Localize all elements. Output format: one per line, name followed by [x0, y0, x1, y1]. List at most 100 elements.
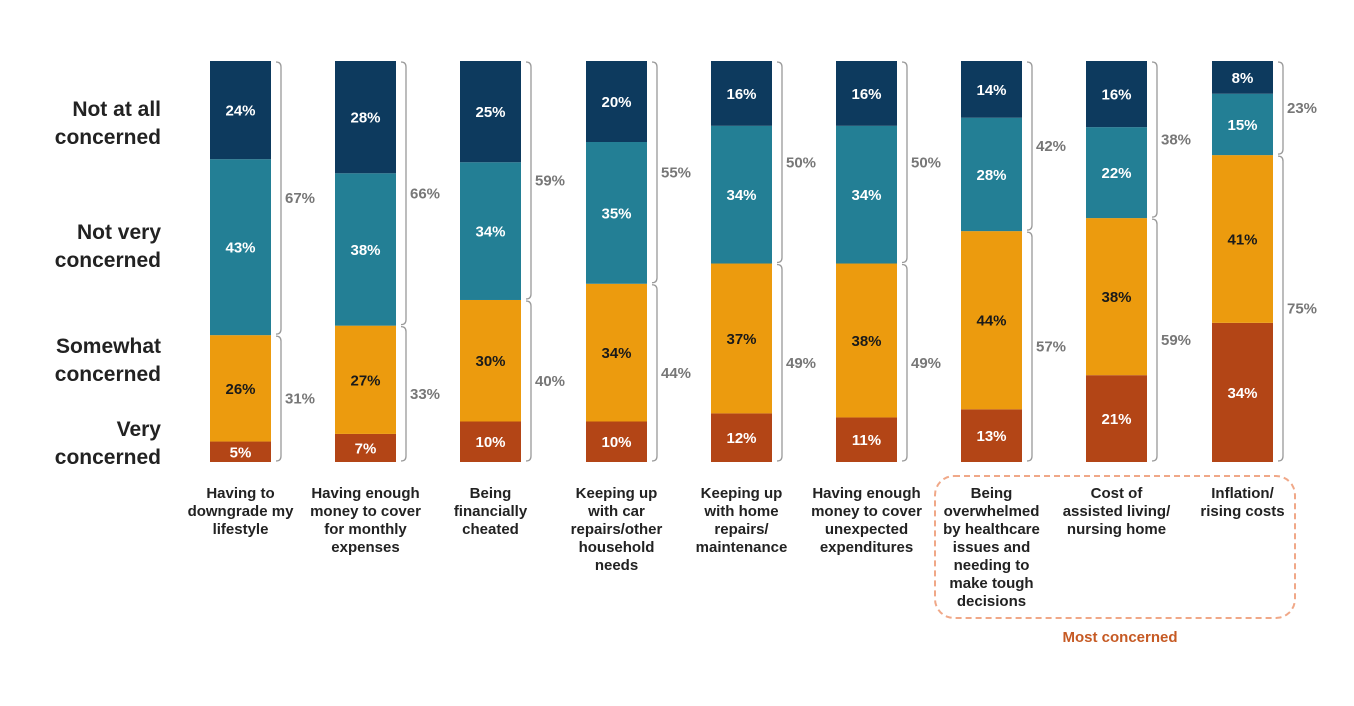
- bar-segment-somewhat-concerned: [1086, 218, 1147, 376]
- bar-segment-not-at-all-concerned: [961, 61, 1022, 118]
- category-label-line: Being: [970, 485, 1013, 502]
- category-label-line: nursing home: [1066, 521, 1167, 538]
- legend-line: concerned: [54, 249, 161, 272]
- bar-value-label: 37%: [726, 331, 756, 348]
- legend-very-concerned: Very concerned: [55, 416, 161, 472]
- legend-line: concerned: [54, 126, 161, 149]
- category-label-line: financially: [453, 503, 528, 520]
- category-label: Being financially cheated: [429, 485, 553, 539]
- legend-line: concerned: [54, 363, 161, 386]
- bar-value-label: 26%: [225, 381, 255, 398]
- bar-segment-very-concerned: [460, 421, 521, 462]
- bar-segment-very-concerned: [586, 421, 647, 462]
- category-label-line: Keeping up: [575, 485, 658, 502]
- bar-segment-somewhat-concerned: [836, 263, 897, 418]
- bar-value-label: 14%: [976, 82, 1006, 99]
- bar-segment-not-very-concerned: [1212, 93, 1273, 156]
- bar-segment-not-at-all-concerned: [460, 61, 521, 163]
- bar-segment-not-at-all-concerned: [210, 61, 271, 160]
- bar-segment-not-very-concerned: [586, 142, 647, 284]
- total-not-concerned-label: 55%: [661, 164, 691, 181]
- bar-segment-very-concerned: [210, 441, 271, 462]
- bar-segment-somewhat-concerned: [1212, 155, 1273, 323]
- category-label-line: Having enough: [812, 485, 921, 502]
- bracket-concerned: [1151, 218, 1158, 462]
- bracket-concerned: [400, 326, 407, 462]
- bar-segment-not-very-concerned: [1086, 127, 1147, 219]
- bracket-not-concerned: [1026, 61, 1033, 231]
- bar-value-label: 8%: [1232, 70, 1254, 87]
- most-concerned-highlight-box: [934, 475, 1296, 619]
- category-label: Having to downgrade my lifestyle: [179, 485, 303, 539]
- total-not-concerned-label: 38%: [1161, 132, 1191, 149]
- category-label: Inflation/rising costs: [1181, 485, 1305, 521]
- legend-line: Not at all: [72, 98, 161, 121]
- bar-value-label: 35%: [601, 205, 631, 222]
- bar-value-label: 34%: [851, 187, 881, 204]
- total-not-concerned-label: 66%: [410, 185, 440, 202]
- bar-value-label: 10%: [601, 434, 631, 451]
- bar-value-label: 15%: [1227, 117, 1257, 134]
- legend-somewhat-concerned: Somewhat concerned: [55, 333, 161, 389]
- bracket-not-concerned: [1151, 61, 1158, 218]
- bracket-concerned: [525, 300, 532, 462]
- bar-value-label: 27%: [350, 372, 380, 389]
- bar-value-label: 34%: [1227, 385, 1257, 402]
- bracket-not-concerned: [275, 61, 282, 335]
- category-label: Cost of assisted living/nursing home: [1055, 485, 1179, 539]
- total-concerned-label: 59%: [1161, 332, 1191, 349]
- bar-segment-not-at-all-concerned: [1212, 61, 1273, 94]
- bar-segment-not-at-all-concerned: [836, 61, 897, 126]
- bar-value-label: 41%: [1227, 231, 1257, 248]
- category-label-line: household: [578, 539, 655, 556]
- bar-segment-not-at-all-concerned: [586, 61, 647, 143]
- category-label-line: rising costs: [1200, 503, 1285, 520]
- category-label: Having enough money to cover unexpected exp…: [805, 485, 929, 557]
- category-label-line: cheated: [462, 521, 519, 538]
- category-label: Having enough money to cover for monthly ex…: [304, 485, 428, 557]
- total-not-concerned-label: 50%: [911, 154, 941, 171]
- total-not-concerned-label: 23%: [1287, 100, 1317, 117]
- category-label-line: money to cover: [310, 503, 421, 520]
- category-label-line: for monthly: [324, 521, 407, 538]
- bar-segment-somewhat-concerned: [961, 231, 1022, 410]
- category-label-line: Cost of: [1090, 485, 1143, 502]
- bar-segment-somewhat-concerned: [711, 263, 772, 414]
- category-label-line: overwhelmed: [943, 503, 1040, 520]
- category-label-line: repairs/: [714, 521, 769, 538]
- bar-value-label: 7%: [355, 440, 377, 457]
- bar-value-label: 11%: [852, 432, 881, 449]
- bar-segment-not-very-concerned: [961, 117, 1022, 232]
- bar-value-label: 28%: [350, 110, 380, 127]
- bracket-not-concerned: [901, 61, 908, 264]
- bracket-concerned: [1277, 155, 1284, 462]
- category-label-line: assisted living/: [1062, 503, 1171, 520]
- bracket-concerned: [651, 284, 658, 462]
- bracket-concerned: [275, 335, 282, 462]
- bar-segment-not-very-concerned: [711, 125, 772, 264]
- category-label-line: with car: [588, 503, 645, 520]
- bar-value-label: 43%: [225, 240, 255, 257]
- bar-value-label: 44%: [976, 313, 1006, 330]
- bar-value-label: 24%: [225, 103, 255, 120]
- legend-line: Somewhat: [55, 335, 161, 358]
- category-label-line: Having enough: [311, 485, 420, 502]
- category-label-line: Being: [469, 485, 512, 502]
- category-label-line: expenses: [331, 539, 400, 556]
- category-label-line: Inflation/: [1211, 485, 1274, 502]
- bar-segment-somewhat-concerned: [210, 335, 271, 442]
- category-label-line: expenditures: [819, 539, 914, 556]
- category-label-line: maintenance: [695, 539, 788, 556]
- bar-value-label: 30%: [475, 353, 505, 370]
- category-label-line: money to cover: [811, 503, 922, 520]
- total-not-concerned-label: 50%: [786, 154, 816, 171]
- bar-segment-somewhat-concerned: [335, 325, 396, 434]
- category-label-line: with home: [704, 503, 779, 520]
- bracket-concerned: [776, 263, 783, 462]
- bar-value-label: 12%: [726, 430, 756, 447]
- bar-segment-very-concerned: [1212, 322, 1273, 462]
- legend-line: concerned: [54, 446, 161, 469]
- bar-segment-very-concerned: [1086, 375, 1147, 462]
- category-label: Keeping up with home repairs/maintenance: [680, 485, 804, 557]
